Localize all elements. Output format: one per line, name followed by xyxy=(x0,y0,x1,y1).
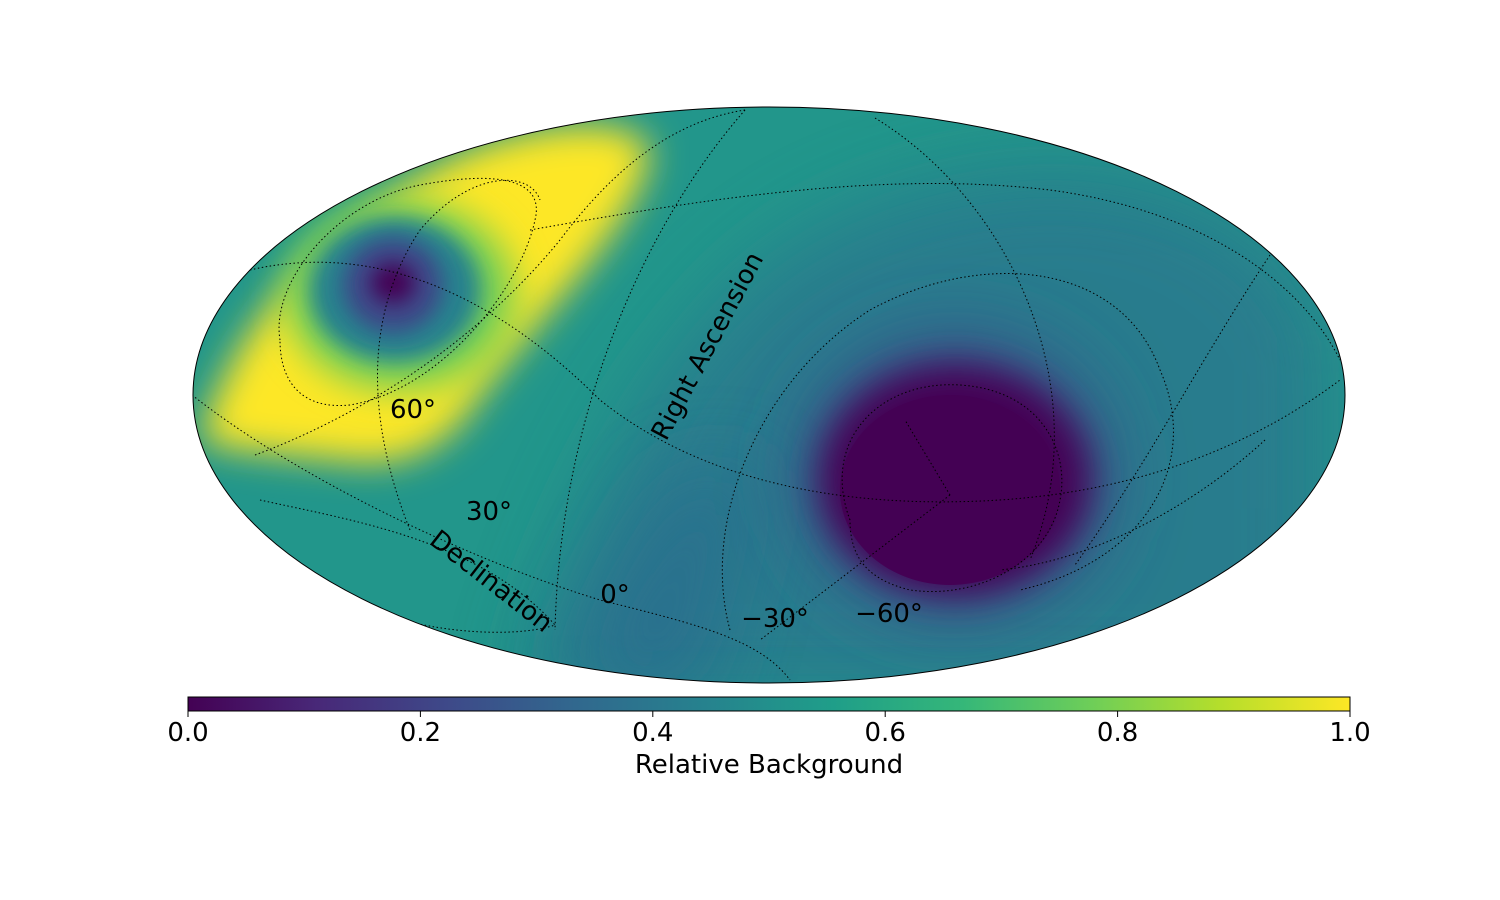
declination-tick-label: −30° xyxy=(741,604,809,634)
colorbar-label: Relative Background xyxy=(635,750,903,780)
colorbar-ticks: 0.0 0.2 0.4 0.6 0.8 1.0 xyxy=(167,711,1371,748)
declination-tick-labels: 60° 30° 0° −30° −60° xyxy=(390,395,923,634)
declination-tick-label: 30° xyxy=(466,497,512,527)
low-background-region xyxy=(805,340,1105,610)
colorbar-tick-label: 0.4 xyxy=(632,718,673,748)
coordinate-grid xyxy=(193,109,1341,681)
colorbar-gradient xyxy=(187,696,1351,712)
colorbar-tick-label: 0.6 xyxy=(865,718,906,748)
declination-tick-label: −60° xyxy=(855,599,923,629)
colorbar: 0.0 0.2 0.4 0.6 0.8 1.0 Relative Background xyxy=(167,696,1371,780)
colorbar-tick-label: 1.0 xyxy=(1329,718,1370,748)
colorbar-tick-label: 0.2 xyxy=(400,718,441,748)
declination-tick-label: 0° xyxy=(600,580,630,610)
high-background-ring xyxy=(200,125,650,463)
declination-tick-label: 60° xyxy=(390,395,436,425)
colorbar-tick-label: 0.0 xyxy=(167,718,208,748)
colorbar-tick-label: 0.8 xyxy=(1097,718,1138,748)
sky-map-heatmap xyxy=(193,107,1345,683)
map-outline xyxy=(192,106,1346,684)
